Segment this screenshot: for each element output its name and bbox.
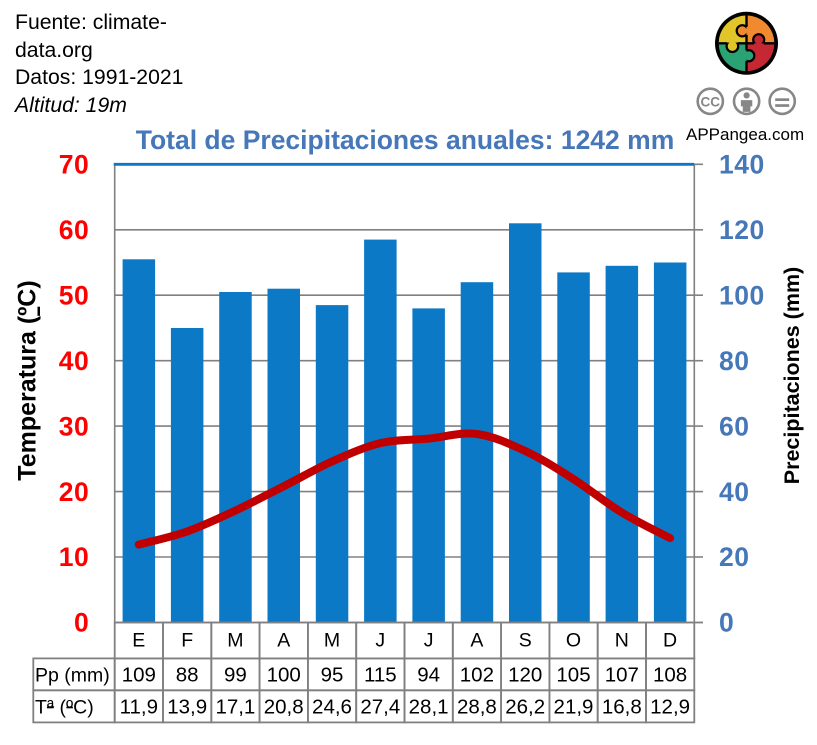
svg-text:88: 88 — [176, 663, 199, 686]
svg-text:107: 107 — [605, 663, 639, 686]
svg-text:20: 20 — [719, 542, 749, 572]
svg-text:Temperatura (ºC): Temperatura (ºC) — [14, 280, 42, 480]
svg-text:115: 115 — [364, 663, 397, 686]
svg-text:N: N — [615, 630, 629, 652]
svg-text:E: E — [132, 630, 145, 652]
svg-text:24,6: 24,6 — [312, 695, 352, 718]
svg-text:30: 30 — [59, 411, 89, 441]
svg-text:J: J — [424, 630, 434, 652]
svg-text:20,8: 20,8 — [264, 695, 304, 718]
svg-text:20: 20 — [59, 477, 89, 507]
svg-text:140: 140 — [719, 150, 765, 180]
svg-text:100: 100 — [267, 663, 301, 686]
svg-text:28,1: 28,1 — [409, 695, 449, 718]
svg-text:10: 10 — [59, 542, 89, 572]
svg-text:95: 95 — [321, 663, 344, 686]
svg-text:60: 60 — [59, 215, 89, 245]
svg-text:60: 60 — [719, 411, 749, 441]
svg-text:A: A — [277, 630, 290, 652]
svg-text:21,9: 21,9 — [554, 695, 594, 718]
svg-text:Tª (ºC): Tª (ºC) — [35, 696, 94, 718]
svg-text:S: S — [519, 630, 532, 652]
svg-text:94: 94 — [417, 663, 440, 686]
svg-text:50: 50 — [59, 280, 89, 310]
svg-text:80: 80 — [719, 346, 749, 376]
svg-text:D: D — [663, 630, 677, 652]
svg-text:28,8: 28,8 — [457, 695, 497, 718]
svg-text:CC: CC — [701, 94, 721, 109]
svg-text:99: 99 — [224, 663, 247, 686]
svg-text:Precipitaciones (mm): Precipitaciones (mm) — [780, 267, 804, 484]
svg-text:105: 105 — [556, 663, 590, 686]
svg-text:70: 70 — [59, 150, 89, 180]
svg-text:109: 109 — [122, 663, 156, 686]
svg-text:102: 102 — [460, 663, 494, 686]
svg-text:M: M — [324, 630, 340, 652]
svg-text:108: 108 — [653, 663, 687, 686]
svg-text:J: J — [375, 630, 385, 652]
svg-text:12,9: 12,9 — [650, 695, 690, 718]
svg-text:40: 40 — [59, 346, 89, 376]
svg-text:M: M — [227, 630, 243, 652]
svg-text:0: 0 — [74, 608, 89, 638]
svg-text:26,2: 26,2 — [505, 695, 545, 718]
svg-text:11,9: 11,9 — [120, 695, 158, 718]
svg-text:27,4: 27,4 — [360, 695, 400, 718]
svg-text:O: O — [566, 630, 581, 652]
svg-text:120: 120 — [508, 663, 542, 686]
svg-text:F: F — [181, 630, 193, 652]
svg-text:16,8: 16,8 — [602, 695, 642, 718]
svg-text:0: 0 — [719, 608, 734, 638]
svg-text:Pp (mm): Pp (mm) — [35, 664, 110, 686]
svg-text:40: 40 — [719, 477, 749, 507]
svg-text:13,9: 13,9 — [167, 695, 207, 718]
svg-text:17,1: 17,1 — [215, 695, 255, 718]
svg-text:A: A — [470, 630, 483, 652]
svg-text:100: 100 — [719, 280, 765, 310]
svg-text:120: 120 — [719, 215, 765, 245]
